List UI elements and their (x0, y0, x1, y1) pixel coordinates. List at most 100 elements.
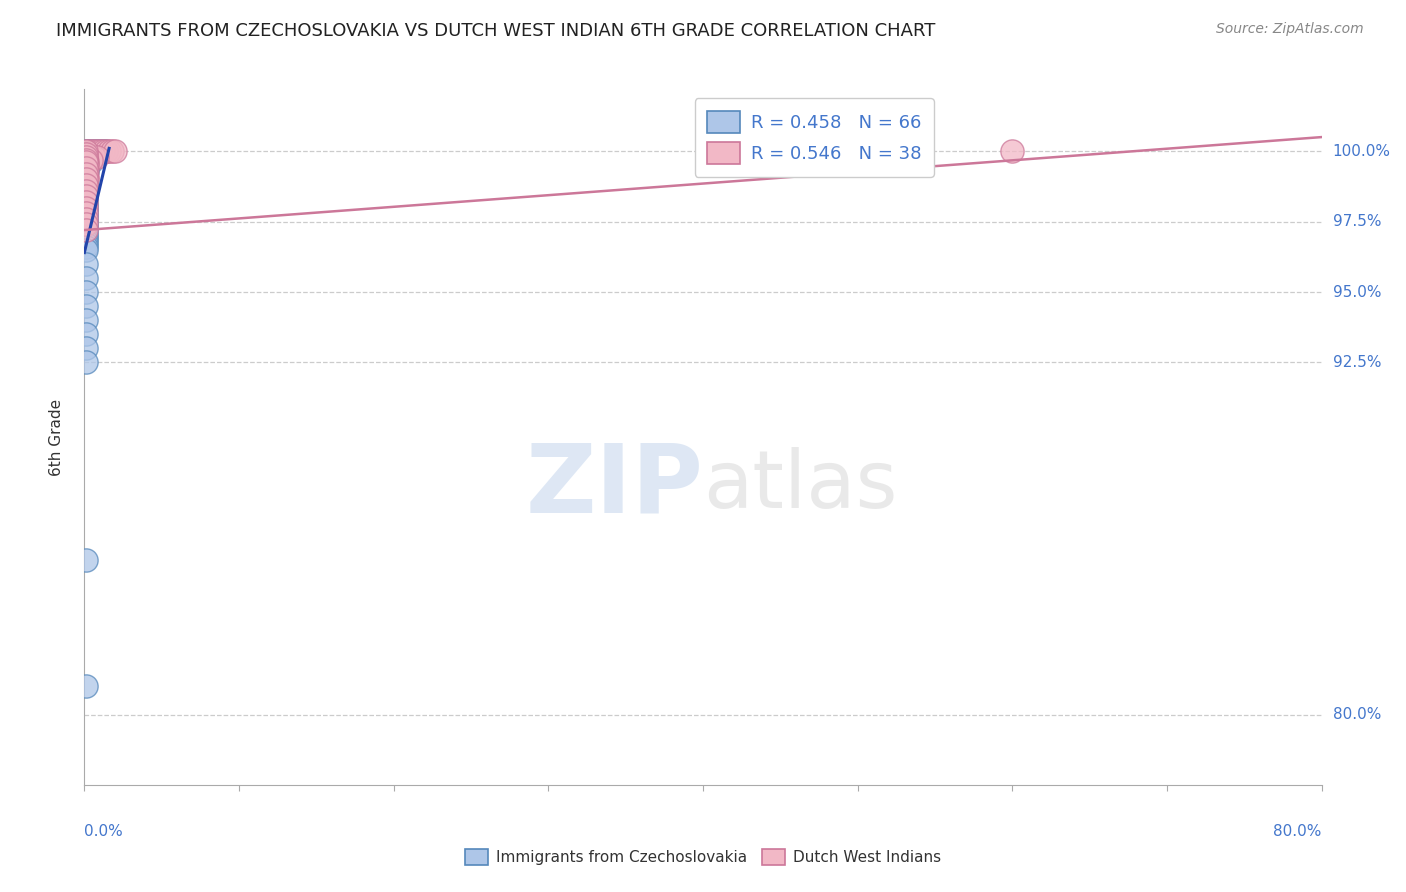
Text: atlas: atlas (703, 447, 897, 524)
Point (76, 161, 98, 175)
Text: 80.0%: 80.0% (1333, 707, 1381, 722)
Point (75, 194, 97, 209)
Point (76, 164, 98, 178)
Text: 92.5%: 92.5% (1333, 355, 1381, 370)
Point (75, 240, 97, 254)
Point (86, 144, 108, 158)
Point (76, 144, 98, 158)
Point (75, 226, 97, 240)
Point (75, 271, 97, 285)
Point (91, 144, 114, 158)
Point (83, 150, 105, 164)
Point (76, 153, 98, 167)
Point (75, 147, 97, 161)
Point (76, 150, 98, 164)
Point (86, 144, 108, 158)
Point (75, 231, 97, 245)
Point (76, 169, 98, 184)
Point (75, 155, 97, 169)
Point (76, 155, 98, 169)
Point (89, 144, 111, 158)
Point (75, 552, 97, 566)
Point (83, 147, 105, 161)
Point (75, 194, 97, 209)
Point (75, 243, 97, 257)
Legend: Immigrants from Czechoslovakia, Dutch West Indians: Immigrants from Czechoslovakia, Dutch We… (457, 841, 949, 872)
Point (86, 150, 108, 164)
Point (76, 153, 98, 167)
Point (75, 153, 97, 167)
Point (75, 203, 97, 218)
Point (75, 161, 97, 175)
Text: 95.0%: 95.0% (1333, 285, 1381, 300)
Point (76, 164, 98, 178)
Text: 0.0%: 0.0% (84, 824, 124, 838)
Text: 80.0%: 80.0% (1274, 824, 1322, 838)
Point (75, 209, 97, 223)
Point (75, 223, 97, 237)
Point (76, 155, 98, 169)
Point (75, 197, 97, 211)
Point (79, 155, 101, 169)
Point (98, 144, 121, 158)
Point (75, 220, 97, 235)
Point (75, 184, 97, 198)
Point (75, 299, 97, 313)
Point (75, 327, 97, 342)
Point (76, 172, 98, 186)
Point (75, 237, 97, 252)
Point (75, 172, 97, 186)
Point (75, 206, 97, 220)
Point (101, 144, 124, 158)
Point (75, 211, 97, 226)
Point (79, 144, 101, 158)
Text: 100.0%: 100.0% (1333, 144, 1391, 159)
Point (75, 150, 97, 164)
Point (75, 144, 97, 158)
Point (75, 186, 97, 201)
Point (75, 144, 97, 158)
Point (75, 206, 97, 220)
Point (75, 313, 97, 327)
Point (83, 150, 105, 164)
Point (75, 679, 97, 693)
Point (75, 218, 97, 232)
Point (75, 147, 97, 161)
Point (79, 144, 101, 158)
Point (76, 158, 98, 172)
Point (94, 144, 117, 158)
Point (75, 228, 97, 243)
Point (75, 285, 97, 299)
Point (91, 144, 114, 158)
Point (83, 144, 105, 158)
Point (75, 235, 97, 249)
Point (75, 342, 97, 356)
Point (75, 355, 97, 369)
Point (76, 158, 98, 172)
Point (75, 155, 97, 169)
Point (75, 223, 97, 237)
Point (75, 189, 97, 203)
Point (75, 178, 97, 192)
Point (75, 214, 97, 228)
Point (75, 257, 97, 271)
Point (79, 150, 101, 164)
Point (79, 147, 101, 161)
Point (75, 153, 97, 167)
Point (83, 144, 105, 158)
Point (75, 161, 97, 175)
Point (94, 144, 117, 158)
Point (75, 167, 97, 181)
Point (75, 201, 97, 215)
Point (1001, 144, 1024, 158)
Point (75, 150, 97, 164)
Point (75, 211, 97, 226)
Point (75, 175, 97, 189)
Point (75, 218, 97, 232)
Point (75, 158, 97, 172)
Point (75, 169, 97, 184)
Point (75, 181, 97, 195)
Point (75, 189, 97, 203)
Point (75, 164, 97, 178)
Y-axis label: 6th Grade: 6th Grade (49, 399, 63, 475)
